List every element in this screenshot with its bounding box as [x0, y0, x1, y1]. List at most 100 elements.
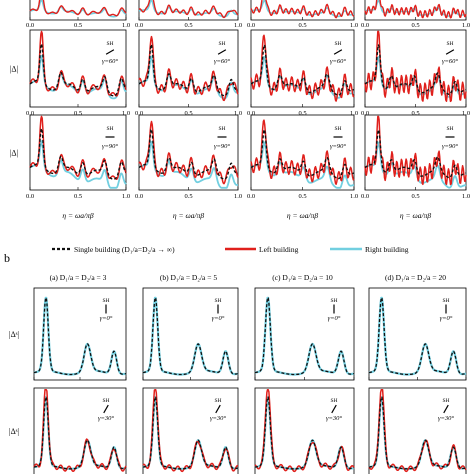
x-tick-label: 0.5: [74, 22, 82, 29]
angle-label: γ=0°: [440, 315, 453, 322]
legend-single-label: Single building (D₁/a=D₂/a → ∞): [74, 245, 175, 254]
angle-label: γ=60°: [214, 58, 230, 65]
angle-label: γ=30°: [326, 415, 342, 422]
incident-arrow-icon: [443, 404, 449, 414]
incident-arrow-icon: [105, 49, 115, 55]
y-axis-label: |Δ|: [10, 149, 18, 158]
x-axis-label: η = ωa/πβ: [400, 211, 431, 220]
sh-wave-label: SH: [102, 298, 109, 304]
sh-wave-label: SH: [442, 298, 449, 304]
incident-arrow-icon: [103, 404, 109, 414]
angle-label: γ=0°: [212, 315, 225, 322]
series-single-line: [250, 129, 355, 180]
incident-arrow-icon: [331, 404, 337, 414]
x-tick-label: 0.0: [361, 110, 369, 117]
series-single-line: [29, 127, 127, 180]
y-axis-label: |Δ|: [10, 65, 18, 74]
x-tick-label: 1.0: [234, 22, 242, 29]
x-tick-label: 1.0: [462, 110, 470, 117]
sh-wave-label: SH: [446, 126, 453, 132]
x-tick-label: 0.0: [247, 110, 255, 117]
x-tick-label: 1.0: [462, 22, 470, 29]
x-tick-label: 0.0: [26, 110, 34, 117]
angle-label: γ=0°: [100, 315, 113, 322]
sh-wave-label: SH: [102, 398, 109, 404]
series-single-line: [364, 129, 467, 179]
x-tick-label: 0.5: [411, 193, 419, 200]
x-tick-label: 1.0: [350, 110, 358, 117]
angle-label: γ=90°: [442, 143, 458, 150]
x-tick-label: 0.0: [247, 22, 255, 29]
x-tick-label: 1.0: [462, 193, 470, 200]
x-tick-label: 0.0: [135, 193, 143, 200]
series-single-line: [29, 43, 127, 97]
x-tick-label: 0.0: [361, 22, 369, 29]
panel-b-subplot-box: [33, 387, 127, 474]
x-tick-label: 0.5: [298, 22, 306, 29]
column-title: (d) D₁/a = D₂/a = 20: [385, 273, 446, 282]
incident-arrow-icon: [333, 49, 343, 55]
x-tick-label: 1.0: [122, 193, 130, 200]
series-left-line: [250, 34, 355, 102]
series-left-line: [138, 0, 239, 19]
series-left-line: [138, 120, 239, 185]
angle-label: γ=30°: [98, 415, 114, 422]
x-tick-label: 0.5: [74, 110, 82, 117]
column-title: (a) D₁/a = D₂/a = 3: [50, 273, 107, 282]
incident-arrow-icon: [215, 404, 221, 414]
panel-b-subplot-box: [142, 387, 239, 474]
x-tick-label: 1.0: [122, 110, 130, 117]
series-left-line: [364, 0, 467, 19]
series-single-line: [254, 396, 355, 470]
column-title: (c) D₁/a = D₂/a = 10: [272, 273, 333, 282]
incident-arrow-icon: [445, 49, 455, 55]
angle-label: γ=30°: [210, 415, 226, 422]
series-right-line: [138, 141, 239, 189]
panel-b-subplot-box: [254, 387, 355, 474]
x-axis-label: η = ωa/πβ: [287, 211, 318, 220]
angle-label: γ=90°: [102, 143, 118, 150]
series-single-line: [250, 44, 355, 96]
x-tick-label: 0.5: [411, 110, 419, 117]
panel-b-label: b: [4, 251, 10, 265]
angle-label: γ=90°: [330, 143, 346, 150]
series-single-line: [33, 297, 127, 376]
sh-wave-label: SH: [446, 41, 453, 47]
x-tick-label: 0.0: [247, 193, 255, 200]
x-tick-label: 0.5: [411, 22, 419, 29]
y-axis-label: |Δˢ|: [9, 330, 19, 339]
x-tick-label: 1.0: [122, 22, 130, 29]
series-single-line: [138, 128, 239, 180]
x-tick-label: 0.0: [26, 193, 34, 200]
panel-b-subplot-box: [368, 387, 467, 474]
x-tick-label: 0.5: [184, 193, 192, 200]
angle-label: γ=0°: [328, 315, 341, 322]
sh-wave-label: SH: [334, 126, 341, 132]
x-tick-label: 0.5: [184, 110, 192, 117]
sh-wave-label: SH: [106, 126, 113, 132]
angle-label: γ=60°: [102, 58, 118, 65]
series-left-line: [250, 119, 355, 185]
x-tick-label: 0.5: [298, 110, 306, 117]
series-left-line: [250, 0, 355, 19]
sh-wave-label: SH: [330, 298, 337, 304]
x-axis-label: η = ωa/πβ: [173, 211, 204, 220]
series-single-line: [138, 43, 238, 97]
series-single-line: [368, 396, 467, 470]
x-tick-label: 0.5: [74, 193, 82, 200]
x-tick-label: 0.5: [298, 193, 306, 200]
series-right-line: [364, 0, 467, 17]
series-single-line: [142, 297, 239, 376]
angle-label: γ=60°: [330, 58, 346, 65]
legend-left-label: Left building: [259, 245, 299, 254]
angle-label: γ=60°: [442, 58, 458, 65]
sh-wave-label: SH: [106, 41, 113, 47]
sh-wave-label: SH: [214, 298, 221, 304]
angle-label: γ=30°: [438, 415, 454, 422]
sh-wave-label: SH: [330, 398, 337, 404]
x-tick-label: 1.0: [234, 110, 242, 117]
series-right-line: [250, 141, 355, 189]
x-tick-label: 1.0: [234, 193, 242, 200]
x-tick-label: 0.5: [184, 22, 192, 29]
